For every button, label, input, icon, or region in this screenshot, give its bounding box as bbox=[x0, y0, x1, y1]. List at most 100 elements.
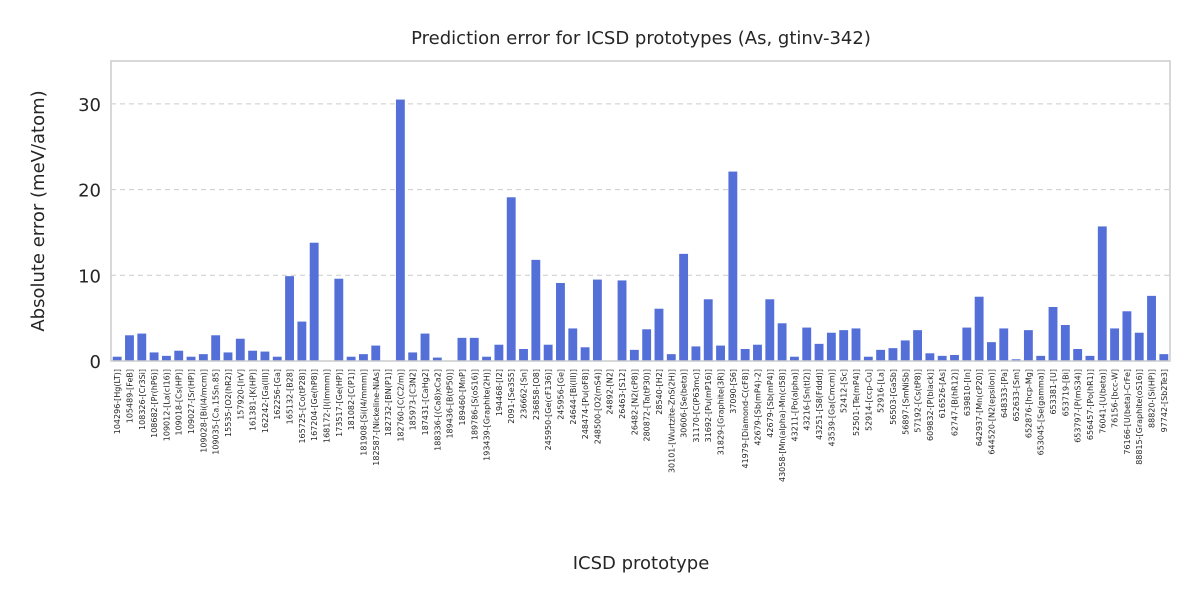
x-tick-label: 181908-[Si(I4/mmm)] bbox=[359, 369, 368, 456]
x-tick-label: 181082-[C(P1)] bbox=[347, 369, 356, 430]
bar bbox=[174, 350, 184, 361]
x-tick-label: 42679-[Sb(mP4)] bbox=[766, 369, 775, 438]
x-tick-label: 42679-[Sb(mP4)-2] bbox=[753, 369, 762, 446]
x-tick-label: 642937-[Mn(cP20)] bbox=[975, 369, 984, 446]
x-tick-label: 161381-[K(HP)] bbox=[249, 369, 258, 431]
y-tick-labels: 0 10 20 30 bbox=[78, 95, 101, 373]
x-tick-label: 76156-[bcc-W] bbox=[1111, 369, 1120, 428]
bar bbox=[1023, 330, 1033, 361]
bar bbox=[962, 327, 972, 361]
x-tick-label: 656457-[Po(hR1)] bbox=[1086, 369, 1095, 440]
grid-lines bbox=[111, 103, 1170, 276]
bar bbox=[309, 242, 319, 361]
bar bbox=[740, 349, 750, 361]
bar bbox=[592, 279, 602, 361]
bar bbox=[888, 348, 898, 361]
x-tick-label: 280872-[Ta(tP30)] bbox=[643, 369, 652, 442]
bar bbox=[999, 328, 1009, 361]
bar bbox=[519, 349, 528, 361]
x-tick-label: 52501-[Te(mP4)] bbox=[852, 369, 861, 436]
x-tick-label: 31829-[Graphite(3R)] bbox=[717, 369, 726, 455]
bar bbox=[777, 323, 787, 361]
bar bbox=[789, 356, 799, 361]
bar bbox=[617, 280, 627, 361]
bar bbox=[765, 299, 775, 361]
bar bbox=[925, 353, 935, 361]
x-tick-label: 653381-[U] bbox=[1049, 369, 1058, 415]
bar bbox=[814, 343, 824, 361]
x-tick-label: 189786-[S(oS16)] bbox=[470, 369, 479, 440]
x-tick-label: 652876-[hcp-Mg] bbox=[1024, 369, 1033, 438]
bar bbox=[728, 171, 738, 361]
bar bbox=[839, 330, 849, 361]
x-tick-label: 616526-[As] bbox=[938, 369, 947, 418]
bar bbox=[950, 355, 959, 361]
x-tick-label: 182587-[Nickeline-NiAs] bbox=[372, 369, 381, 466]
x-tick-label: 97742-[Sb2Te3] bbox=[1160, 369, 1169, 432]
x-tick-label: 248474-[Pu(oF8)] bbox=[581, 369, 590, 439]
x-axis-label: ICSD prototype bbox=[573, 553, 710, 574]
x-tick-label: 644520-[N2(epsilon)] bbox=[987, 369, 996, 455]
x-tick-label: 157920-[IrV] bbox=[236, 369, 245, 420]
x-tick-label: 108326-[Cr3Si] bbox=[138, 369, 147, 430]
bar bbox=[1110, 328, 1120, 361]
bar bbox=[568, 328, 578, 361]
x-tick-label: 194468-[I2] bbox=[495, 369, 504, 416]
x-tick-label: 193439-[Graphite(2H)] bbox=[483, 369, 492, 461]
bar bbox=[112, 356, 122, 361]
bar bbox=[826, 332, 836, 361]
bar bbox=[334, 278, 344, 361]
x-tick-label: 2091-[Se3S5] bbox=[507, 369, 516, 424]
bar bbox=[1011, 359, 1021, 361]
x-tick-label: 57192-[Cs(tP8)] bbox=[914, 369, 923, 433]
x-tick-label: 109018-[Cs(HP)] bbox=[175, 369, 184, 436]
x-tick-label: 236858-[O8] bbox=[532, 369, 541, 420]
x-tick-label: 109035-[Ca.15Sn.85] bbox=[212, 369, 221, 455]
x-tick-label: 41979-[Diamond-C(cF8)] bbox=[741, 369, 750, 469]
x-tick-label: 26463-[S12] bbox=[618, 369, 627, 419]
plot-frame bbox=[110, 60, 1171, 362]
bar bbox=[987, 342, 996, 361]
bar bbox=[543, 344, 553, 361]
x-tick-label: 245950-[Ge(cF136)] bbox=[544, 369, 553, 450]
x-tick-label: 62747-[B(hR12)] bbox=[951, 369, 960, 436]
x-tick-label: 162242-[Ga(III)] bbox=[261, 369, 270, 433]
x-tick-label: 109028-[Bi(I4/mcm)] bbox=[199, 369, 208, 453]
bar bbox=[642, 329, 652, 361]
bar bbox=[469, 337, 479, 361]
x-tick-label: 236662-[Sn] bbox=[520, 369, 529, 419]
bar bbox=[198, 354, 208, 361]
bar bbox=[531, 259, 541, 361]
bar bbox=[457, 337, 467, 361]
x-tick-label: 56897-[SmNiSb] bbox=[901, 369, 910, 435]
bar bbox=[211, 335, 221, 361]
x-tick-label: 165725-[Co(tP28)] bbox=[298, 369, 307, 444]
x-tick-label: 43216-[Sn(tI2)] bbox=[803, 369, 812, 431]
x-tick-label: 108682-[Pr(hP6)] bbox=[150, 369, 159, 438]
x-tick-label: 109012-[La(cI16)] bbox=[162, 369, 171, 441]
bar bbox=[753, 344, 762, 361]
x-tick-label: 24644-[Bi(III)] bbox=[569, 369, 578, 425]
bar bbox=[346, 356, 356, 361]
x-tick-label: 76166-[U(beta)-CrFe] bbox=[1123, 369, 1132, 455]
bar bbox=[1085, 355, 1095, 361]
x-tick-label: 609832-[P(black)] bbox=[926, 369, 935, 441]
bar bbox=[248, 350, 258, 361]
bar bbox=[1036, 355, 1046, 361]
x-tick-label: 245956-[Ge] bbox=[556, 369, 565, 420]
bar bbox=[851, 328, 861, 361]
x-tick-label: 43251-[S8(Fddd)] bbox=[815, 369, 824, 440]
x-tick-label: 88820-[Si(HP)] bbox=[1148, 369, 1157, 428]
x-tick-label: 639810-[In] bbox=[963, 369, 972, 416]
x-tick-label: 52412-[Sc] bbox=[840, 369, 849, 413]
bar bbox=[913, 330, 922, 361]
bar bbox=[1147, 295, 1156, 361]
x-tick-label: 653719-[Bi] bbox=[1061, 369, 1070, 416]
x-tick-label: 26482-[N2(cP8)] bbox=[630, 369, 639, 435]
bar bbox=[260, 351, 270, 361]
x-tick-label: 31170-[C(P63mc)] bbox=[692, 369, 701, 443]
bars bbox=[112, 99, 1169, 362]
x-tick-label: 105489-[FeB] bbox=[125, 369, 134, 423]
bar bbox=[691, 346, 701, 361]
bar bbox=[974, 296, 984, 361]
